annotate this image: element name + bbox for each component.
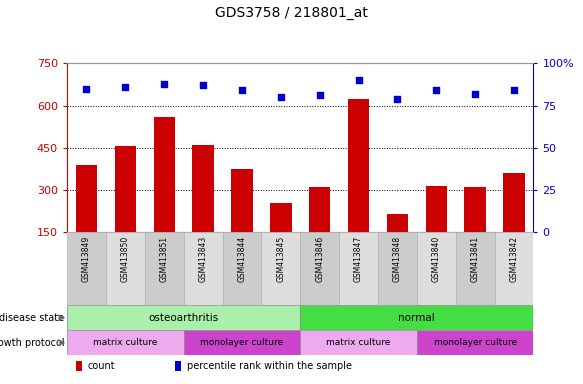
- Text: osteoarthritis: osteoarthritis: [149, 313, 219, 323]
- Text: GSM413850: GSM413850: [121, 236, 130, 282]
- Bar: [387, 214, 408, 232]
- Point: [354, 77, 363, 83]
- Bar: [348, 99, 369, 232]
- Text: GSM413849: GSM413849: [82, 236, 91, 282]
- Bar: [417, 232, 456, 305]
- Text: GDS3758 / 218801_at: GDS3758 / 218801_at: [215, 6, 368, 20]
- Text: GSM413840: GSM413840: [432, 236, 441, 282]
- Text: GSM413845: GSM413845: [276, 236, 285, 282]
- Bar: [231, 169, 252, 232]
- Bar: [115, 146, 136, 232]
- Point: [160, 81, 169, 87]
- Bar: [106, 232, 145, 305]
- Point: [237, 87, 247, 93]
- Bar: [503, 173, 525, 232]
- Text: monolayer culture: monolayer culture: [434, 338, 517, 347]
- Bar: [300, 330, 417, 355]
- Text: matrix culture: matrix culture: [93, 338, 157, 347]
- Text: growth protocol: growth protocol: [0, 338, 64, 348]
- Text: monolayer culture: monolayer culture: [201, 338, 283, 347]
- Text: normal: normal: [398, 313, 436, 323]
- Bar: [145, 232, 184, 305]
- Text: GSM413843: GSM413843: [199, 236, 208, 282]
- Bar: [339, 232, 378, 305]
- Bar: [192, 145, 214, 232]
- Point: [198, 82, 208, 88]
- Bar: [184, 232, 223, 305]
- Text: disease state: disease state: [0, 313, 64, 323]
- Bar: [184, 330, 300, 355]
- Bar: [300, 232, 339, 305]
- Text: matrix culture: matrix culture: [326, 338, 391, 347]
- Bar: [223, 232, 261, 305]
- Bar: [378, 232, 417, 305]
- Point: [276, 94, 286, 100]
- Point: [121, 84, 130, 90]
- Bar: [456, 232, 494, 305]
- Bar: [153, 117, 175, 232]
- Bar: [261, 232, 300, 305]
- Bar: [309, 187, 331, 232]
- Point: [82, 86, 91, 92]
- Text: GSM413851: GSM413851: [160, 236, 168, 282]
- Point: [393, 96, 402, 102]
- Bar: [67, 330, 184, 355]
- Point: [470, 91, 480, 97]
- Bar: [175, 361, 181, 371]
- Text: GSM413847: GSM413847: [354, 236, 363, 282]
- Text: GSM413846: GSM413846: [315, 236, 324, 282]
- Point: [315, 93, 324, 99]
- Point: [510, 87, 519, 93]
- Bar: [494, 232, 533, 305]
- Text: count: count: [87, 361, 115, 371]
- Bar: [465, 187, 486, 232]
- Text: GSM413848: GSM413848: [393, 236, 402, 282]
- Bar: [417, 330, 533, 355]
- Text: GSM413844: GSM413844: [237, 236, 247, 282]
- Text: GSM413841: GSM413841: [470, 236, 480, 282]
- Point: [431, 87, 441, 93]
- Text: percentile rank within the sample: percentile rank within the sample: [187, 361, 352, 371]
- Bar: [426, 186, 447, 232]
- Bar: [67, 232, 106, 305]
- Bar: [76, 361, 82, 371]
- Bar: [270, 203, 292, 232]
- Text: GSM413842: GSM413842: [510, 236, 518, 282]
- Bar: [300, 305, 533, 330]
- Bar: [67, 305, 300, 330]
- Bar: [76, 165, 97, 232]
